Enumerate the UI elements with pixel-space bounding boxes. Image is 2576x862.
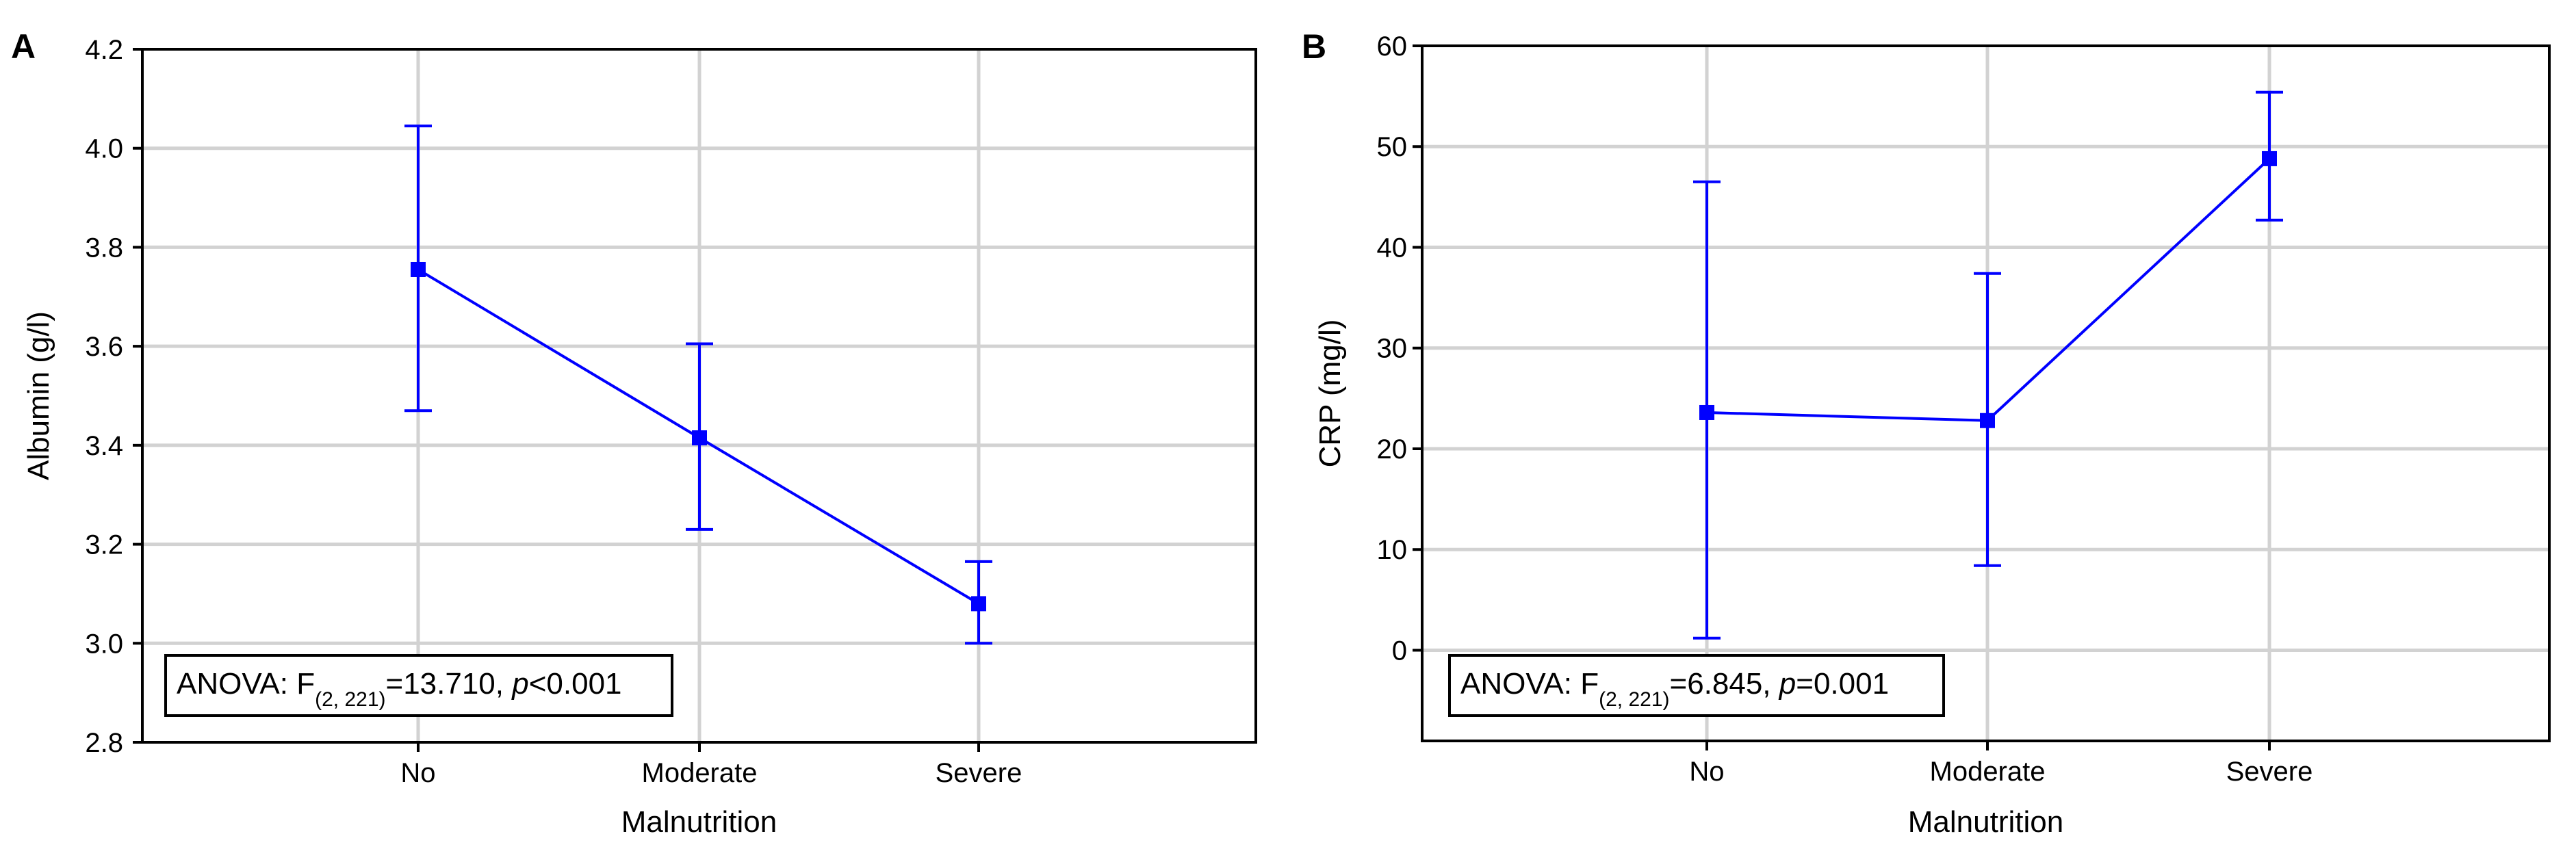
anova-prefix: ANOVA: F <box>1460 667 1599 701</box>
y-tick-label: 10 <box>1377 535 1408 565</box>
data-point-marker <box>2262 151 2277 166</box>
x-tick-label: No <box>1689 757 1724 787</box>
anova-subscript: (2, 221) <box>1599 688 1669 711</box>
x-tick-label: Moderate <box>1930 757 2046 787</box>
y-tick-label: 4.0 <box>85 134 123 164</box>
anova-stat: =6.845, <box>1670 667 1779 701</box>
y-tick-label: 3.2 <box>85 530 123 560</box>
y-tick-label: 0 <box>1392 636 1407 666</box>
data-point-marker <box>971 596 986 612</box>
data-point-marker <box>1699 404 1714 420</box>
x-tick-label: No <box>400 758 435 788</box>
y-tick-label: 3.0 <box>85 629 123 659</box>
y-tick-label: 40 <box>1377 233 1408 263</box>
y-axis-title: Albumin (g/l) <box>22 311 55 480</box>
y-tick-label: 3.4 <box>85 431 123 461</box>
plot-frame <box>1421 44 2551 742</box>
data-point-marker <box>692 430 707 446</box>
y-axis-title: CRP (mg/l) <box>1313 319 1347 468</box>
x-tick-label: Moderate <box>642 758 758 788</box>
panel-letter: B <box>1302 27 1326 66</box>
anova-p-value: =0.001 <box>1796 667 1889 701</box>
y-tick-label: 2.8 <box>85 728 123 758</box>
y-tick-label: 30 <box>1377 334 1408 364</box>
data-point-marker <box>1980 413 1995 428</box>
anova-p-label: p <box>511 667 528 701</box>
chart-panel-b: B 0 10 20 30 40 50 60 No Moderate Severe Malnutriti… <box>1302 27 2551 839</box>
anova-annotation-box <box>1448 654 1945 717</box>
anova-annotation-text: ANOVA: F(2, 221)=6.845, p=0.001 <box>1460 667 1889 711</box>
x-tick-label: Severe <box>2226 757 2313 787</box>
anova-annotation-text: ANOVA: F(2, 221)=13.710, p<0.001 <box>177 667 622 711</box>
y-tick-label: 60 <box>1377 31 1408 62</box>
chart-panel-a: A 2.8 3.0 3.2 3.4 3.6 3.8 4.0 4.2 No Moderate Sever… <box>11 27 1257 839</box>
panel-letter: A <box>11 27 36 66</box>
y-tick-label: 3.6 <box>85 332 123 362</box>
anova-subscript: (2, 221) <box>315 688 385 711</box>
y-tick-label: 20 <box>1377 434 1408 465</box>
anova-p-label: p <box>1778 667 1796 701</box>
x-tick-label: Severe <box>936 758 1022 788</box>
anova-prefix: ANOVA: F <box>177 667 315 701</box>
data-point-marker <box>411 261 426 277</box>
y-tick-label: 4.2 <box>85 35 123 65</box>
anova-p-value: <0.001 <box>529 667 622 701</box>
anova-annotation-box <box>164 654 673 717</box>
anova-stat: =13.710, <box>386 667 513 701</box>
y-tick-label: 50 <box>1377 132 1408 162</box>
x-axis-title: Malnutrition <box>621 805 777 839</box>
x-axis-title: Malnutrition <box>1908 805 2063 839</box>
y-tick-label: 3.8 <box>85 233 123 263</box>
